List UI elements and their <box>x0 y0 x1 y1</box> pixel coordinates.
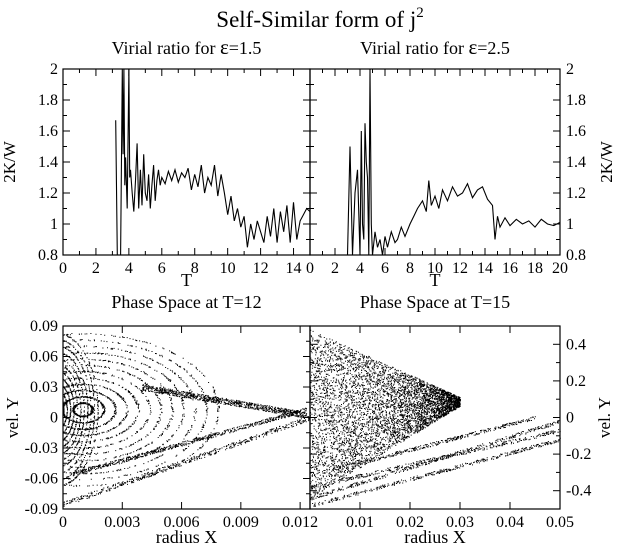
y-tick-label: -0.4 <box>566 483 591 500</box>
figure-title: Self-Similar form of j2 <box>216 5 423 32</box>
y-tick-label: -0.09 <box>25 501 58 518</box>
y-tick-label: 0.8 <box>566 247 586 264</box>
y-tick-label: -0.03 <box>25 440 58 457</box>
x-tick-label: 0.01 <box>346 514 374 531</box>
y-tick-label: 0.4 <box>566 336 586 353</box>
y-axis-label: 2K/W <box>597 140 616 183</box>
x-tick-label: 0.04 <box>496 514 524 531</box>
y-tick-label: 1.6 <box>566 123 586 140</box>
x-tick-label: 0.012 <box>282 514 318 531</box>
y-axis-label: 2K/W <box>0 140 19 183</box>
x-tick-label: 0.006 <box>164 514 200 531</box>
y-tick-label: 1 <box>50 216 58 233</box>
scatter-cloud <box>310 329 561 507</box>
figure-title-superscript: 2 <box>416 5 424 21</box>
chart-title-suffix: =1.5 <box>229 38 262 58</box>
x-tick-label: 4 <box>356 260 364 277</box>
chart-title-prefix: Virial ratio for <box>360 38 468 58</box>
x-tick-label: 0 <box>306 260 314 277</box>
y-axis-label: vel. Y <box>595 397 614 438</box>
chart-virial-eps15: 0 2 4 6 8 10 12 14 0.8 1 1.2 1.4 1.6 1.8 2 Virial ratio… <box>0 35 311 290</box>
x-tick-label: 0.05 <box>546 514 574 531</box>
x-tick-label: 14 <box>286 260 302 277</box>
y-tick-label: 1.8 <box>566 92 586 109</box>
chart-title-symbol: ε <box>468 35 477 59</box>
y-tick-label: 0.03 <box>30 379 58 396</box>
series-line <box>346 69 560 255</box>
chart-phase-space-t15: 0.01 0.02 0.03 0.04 0.05 -0.4 -0.2 0 0.2 0.4 Phase… <box>309 292 614 547</box>
y-tick-label: 0 <box>50 410 58 427</box>
y-tick-label: 1.6 <box>38 123 58 140</box>
x-tick-label: 0.009 <box>223 514 259 531</box>
x-tick-label: 2 <box>92 260 100 277</box>
x-tick-label: 6 <box>158 260 166 277</box>
plot-frame <box>62 68 311 256</box>
y-tick-label: 1.2 <box>566 185 586 202</box>
x-tick-label: 2 <box>331 260 339 277</box>
x-tick-label: 6 <box>381 260 389 277</box>
x-tick-label: 10 <box>427 260 443 277</box>
chart-virial-eps25: 0 2 4 6 8 10 12 14 16 18 200.811.21.41.61.82Virial… <box>306 35 616 290</box>
x-tick-label: 14 <box>477 260 493 277</box>
chart-title-symbol: ε <box>220 35 229 59</box>
chart-title-prefix: Virial ratio for <box>112 38 220 58</box>
x-tick-label: 12 <box>452 260 468 277</box>
y-tick-label: 0.06 <box>30 349 58 366</box>
y-tick-label: -0.06 <box>25 471 58 488</box>
x-tick-label: 0 <box>59 260 67 277</box>
y-tick-label: 1.2 <box>38 185 58 202</box>
plot-frame <box>309 68 561 256</box>
chart-title-suffix: =2.5 <box>477 38 510 58</box>
y-tick-label: 0.09 <box>30 318 58 335</box>
scatter-cloud <box>63 333 311 507</box>
y-tick-label: 1 <box>566 216 574 233</box>
x-axis-label: T <box>430 270 441 290</box>
x-axis-label: radius X <box>156 527 218 547</box>
x-tick-label: 4 <box>125 260 133 277</box>
x-tick-label: 18 <box>527 260 543 277</box>
chart-phase-space-t12: 0 0.003 0.006 0.009 0.012 -0.09 -0.06 -0.03 0 0.0… <box>3 292 318 547</box>
scatter-points <box>310 329 561 507</box>
chart-title: Phase Space at T=12 <box>111 292 261 312</box>
chart-title: Virial ratio for ε=2.5 <box>360 35 510 59</box>
x-tick-label: 0.003 <box>104 514 140 531</box>
chart-title: Phase Space at T=15 <box>360 292 510 312</box>
x-tick-label: 0.03 <box>446 514 474 531</box>
y-tick-label: 2 <box>566 61 574 78</box>
series-line <box>115 69 310 255</box>
y-tick-label: 1.8 <box>38 92 58 109</box>
x-axis-label: radius X <box>404 527 466 547</box>
x-tick-label: 8 <box>406 260 414 277</box>
x-axis-label: T <box>181 270 192 290</box>
x-tick-label: 0.02 <box>396 514 424 531</box>
y-tick-label: 0 <box>566 410 574 427</box>
y-tick-label: 1.4 <box>566 154 586 171</box>
y-axis-label: vel. Y <box>3 397 22 438</box>
y-tick-label: 0.2 <box>566 373 586 390</box>
y-tick-label: 0.8 <box>38 247 58 264</box>
y-tick-label: -0.2 <box>566 446 591 463</box>
x-tick-label: 12 <box>253 260 269 277</box>
x-tick-label: 8 <box>191 260 199 277</box>
x-tick-label: 20 <box>552 260 568 277</box>
y-tick-label: 2 <box>50 61 58 78</box>
x-tick-label: 0 <box>59 514 67 531</box>
scatter-points <box>63 333 311 507</box>
x-tick-label: 10 <box>220 260 236 277</box>
x-tick-label: 16 <box>502 260 518 277</box>
chart-title: Virial ratio for ε=1.5 <box>112 35 262 59</box>
y-tick-label: 1.4 <box>38 154 58 171</box>
